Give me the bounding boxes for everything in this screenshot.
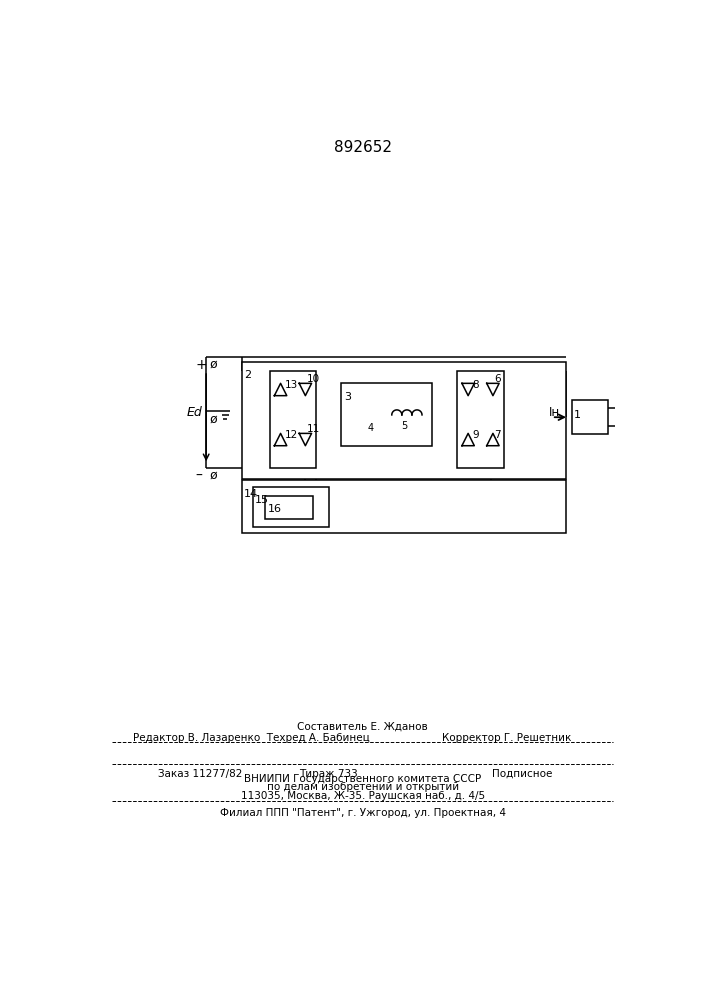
Polygon shape	[274, 383, 287, 396]
Text: 13: 13	[284, 380, 298, 390]
Text: Тираж 733: Тираж 733	[299, 769, 358, 779]
Text: 2: 2	[244, 370, 251, 380]
Polygon shape	[274, 433, 287, 446]
Text: 7: 7	[494, 430, 501, 440]
Text: 8: 8	[472, 380, 479, 390]
Text: Ed: Ed	[187, 406, 202, 419]
Text: Корректор Г. Решетник: Корректор Г. Решетник	[442, 733, 571, 743]
Text: Подписное: Подписное	[492, 769, 553, 779]
Text: ø: ø	[209, 413, 217, 426]
Bar	[242, 362, 566, 479]
Text: 3: 3	[344, 392, 351, 402]
Text: 1: 1	[574, 410, 581, 420]
Text: +: +	[195, 358, 207, 372]
Text: Заказ 11277/82: Заказ 11277/82	[158, 769, 243, 779]
Bar	[572, 400, 607, 434]
Polygon shape	[486, 383, 499, 396]
Text: 892652: 892652	[334, 140, 392, 155]
Polygon shape	[462, 383, 474, 396]
Text: ВНИИПИ Государственного комитета СССР: ВНИИПИ Государственного комитета СССР	[244, 774, 481, 784]
Polygon shape	[299, 433, 312, 446]
Text: Филиал ППП "Патент", г. Ужгород, ул. Проектная, 4: Филиал ППП "Патент", г. Ужгород, ул. Про…	[220, 808, 506, 818]
Text: 5: 5	[402, 421, 408, 431]
Text: 4: 4	[368, 423, 373, 433]
Text: 6: 6	[494, 374, 501, 384]
Text: ø: ø	[209, 469, 217, 482]
Bar	[265, 496, 313, 519]
Text: 9: 9	[472, 430, 479, 440]
Bar	[252, 487, 329, 527]
Polygon shape	[462, 433, 474, 446]
Polygon shape	[486, 433, 499, 446]
Text: 15: 15	[255, 495, 269, 505]
Text: Iн: Iн	[549, 406, 561, 419]
Polygon shape	[299, 383, 312, 396]
Bar	[242, 480, 566, 533]
Bar	[457, 371, 504, 468]
Text: по делам изобретений и открытий: по делам изобретений и открытий	[267, 782, 459, 792]
Text: –: –	[195, 469, 202, 483]
Text: 11: 11	[307, 424, 320, 434]
Text: 16: 16	[267, 504, 281, 514]
Text: ø: ø	[209, 358, 217, 371]
Text: Редактор В. Лазаренко  Техред А. Бабинец: Редактор В. Лазаренко Техред А. Бабинец	[133, 733, 370, 743]
Bar	[270, 371, 316, 468]
Text: 10: 10	[307, 374, 320, 384]
Text: 113035, Москва, Ж-35. Раушская наб., д. 4/5: 113035, Москва, Ж-35. Раушская наб., д. …	[240, 791, 485, 801]
Bar	[341, 383, 433, 446]
Text: 14: 14	[244, 489, 258, 499]
Text: Составитель Е. Жданов: Составитель Е. Жданов	[298, 722, 428, 732]
Text: 12: 12	[284, 430, 298, 440]
